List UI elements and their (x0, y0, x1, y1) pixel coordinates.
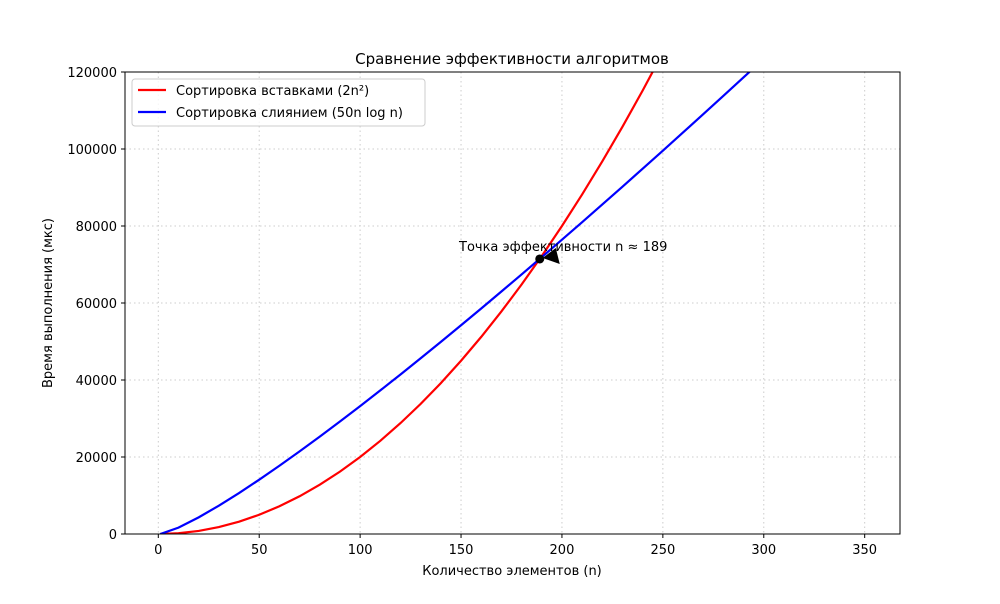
annotation-arrow (542, 247, 560, 264)
grid (125, 71, 900, 535)
x-tick-label: 350 (852, 543, 877, 558)
y-tick-label: 0 (109, 528, 117, 543)
annotation-text: Точка эффективности n ≈ 189 (458, 240, 667, 255)
plot-area (159, 72, 752, 534)
y-tick-label: 120000 (67, 66, 117, 81)
x-tick-label: 50 (251, 543, 268, 558)
series-line (159, 72, 752, 534)
x-tick-label: 250 (650, 543, 675, 558)
legend: Сортировка вставками (2n²) Сортировка сли… (131, 78, 426, 127)
series-line (160, 72, 654, 534)
legend-label: Сортировка вставками (2n²) (176, 84, 369, 99)
annotation-point (535, 254, 545, 264)
x-tick-label: 300 (751, 543, 776, 558)
y-tick-label: 100000 (67, 143, 117, 158)
chart-title: Сравнение эффективности алгоритмов (355, 50, 669, 68)
x-tick-label: 0 (154, 543, 162, 558)
legend-box (131, 78, 426, 127)
y-tick-label: 20000 (76, 451, 117, 466)
legend-label: Сортировка слиянием (50n log n) (176, 106, 403, 121)
x-tick-label: 150 (449, 543, 474, 558)
y-tick-label: 40000 (76, 374, 117, 389)
x-tick-label: 200 (550, 543, 575, 558)
x-tick-label: 100 (348, 543, 373, 558)
y-tick-label: 60000 (76, 297, 117, 312)
x-axis-label: Количество элементов (n) (422, 564, 602, 579)
y-axis-label: Время выполнения (мкс) (41, 218, 56, 388)
y-tick-label: 80000 (76, 220, 117, 235)
